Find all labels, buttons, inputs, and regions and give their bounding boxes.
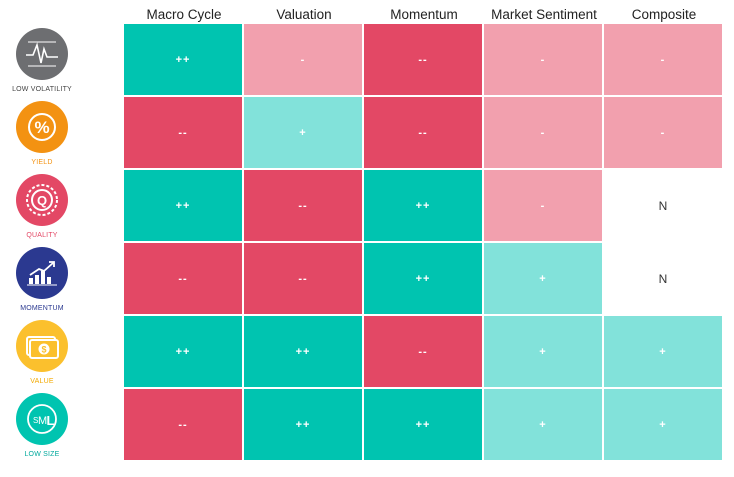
heatmap-cell: ++ (244, 389, 362, 460)
heatmap-cell: N (604, 170, 722, 241)
factor-label: VALUE (30, 378, 54, 385)
heatmap-cell: - (484, 97, 602, 168)
dollar-bill-icon: $ (16, 320, 68, 372)
heatmap-cell: -- (124, 243, 242, 314)
factor-momentum: MOMENTUM (0, 247, 84, 312)
heatmap-cell: + (484, 243, 602, 314)
heatmap-cell: + (484, 316, 602, 387)
factor-quality: Q QUALITY (0, 174, 84, 239)
heatmap-cell: ++ (124, 24, 242, 95)
heatmap-cell: - (484, 170, 602, 241)
column-header: Momentum (390, 7, 458, 22)
heatmap-cell: ++ (364, 243, 482, 314)
factor-yield: % YIELD (0, 101, 84, 166)
factor-low-volatility: LOW VOLATILITY (0, 28, 84, 93)
percent-icon: % (16, 101, 68, 153)
heatmap-cell: -- (364, 97, 482, 168)
heatmap-cell: -- (124, 97, 242, 168)
heatmap-cell: -- (364, 24, 482, 95)
heatmap-cell: - (604, 24, 722, 95)
heatmap-cell: + (604, 316, 722, 387)
heatmap-cell: -- (244, 243, 362, 314)
svg-text:M: M (38, 415, 47, 427)
svg-text:L: L (47, 413, 55, 428)
heatmap-cell: - (244, 24, 362, 95)
column-header: Macro Cycle (146, 7, 222, 22)
factor-label: QUALITY (26, 232, 58, 239)
factor-label: YIELD (31, 159, 53, 166)
quality-seal-icon: Q (16, 174, 68, 226)
heatmap-cell: -- (124, 389, 242, 460)
svg-text:Q: Q (37, 193, 47, 208)
heatmap-cell: ++ (124, 170, 242, 241)
heatmap-cell: ++ (124, 316, 242, 387)
factor-label: LOW VOLATILITY (12, 86, 72, 93)
heatmap-cell: + (484, 389, 602, 460)
svg-text:$: $ (41, 345, 46, 355)
heatmap-cell: N (604, 243, 722, 314)
heatmap-cell: - (604, 97, 722, 168)
column-header: Valuation (276, 7, 332, 22)
svg-text:%: % (34, 118, 49, 137)
heatmap-cell: - (484, 24, 602, 95)
heatmap-cell: -- (244, 170, 362, 241)
factor-low-size: S M L LOW SIZE (0, 393, 84, 458)
heatmap-cell: ++ (364, 389, 482, 460)
column-header: Market Sentiment (491, 7, 597, 22)
svg-text:S: S (33, 416, 38, 425)
heatmap-cell: ++ (244, 316, 362, 387)
heatmap-cell: + (604, 389, 722, 460)
low-volatility-icon (16, 28, 68, 80)
trend-chart-icon (16, 247, 68, 299)
column-header-row: Macro Cycle Valuation Momentum Market Senti… (124, 0, 724, 26)
heatmap-cell: + (244, 97, 362, 168)
factor-value: $ VALUE (0, 320, 84, 385)
factor-label: LOW SIZE (24, 451, 60, 458)
heatmap-cell: ++ (364, 170, 482, 241)
factor-label: MOMENTUM (20, 305, 64, 312)
heatmap-cell: -- (364, 316, 482, 387)
column-header: Composite (631, 7, 697, 22)
